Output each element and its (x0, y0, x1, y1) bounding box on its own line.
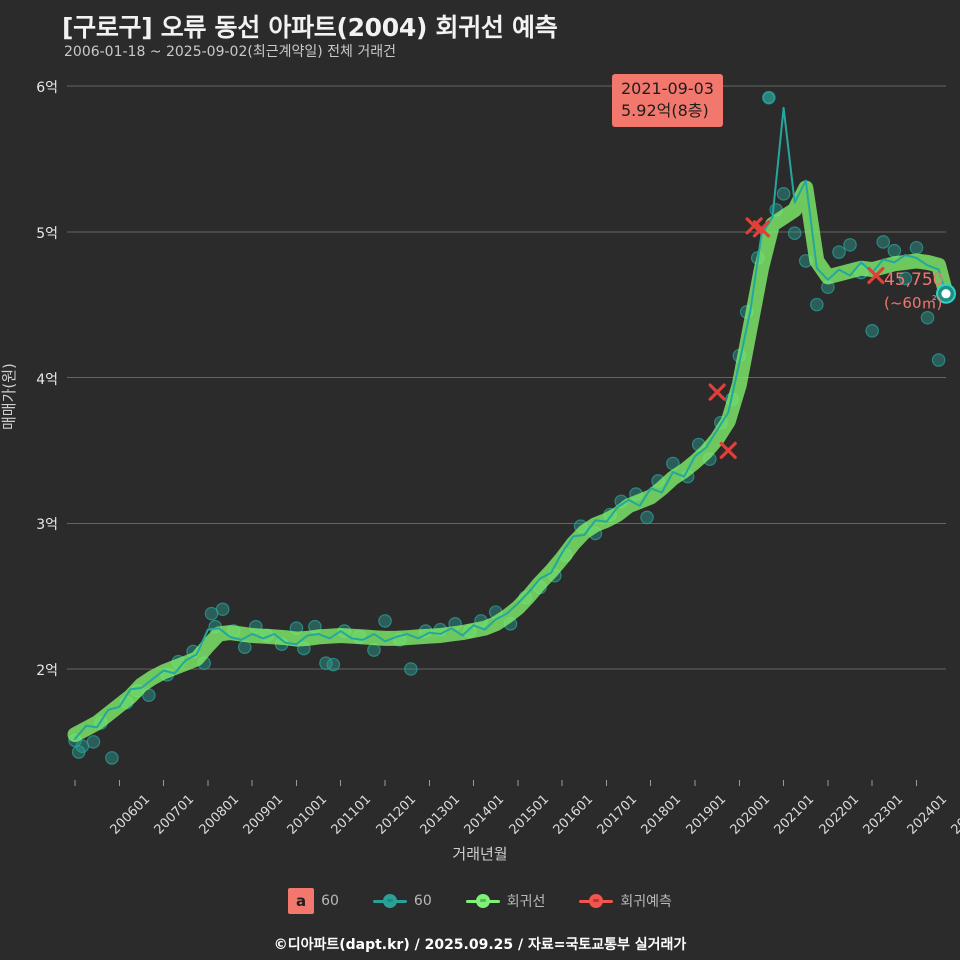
legend-item[interactable]: 회귀선 (465, 891, 546, 911)
x-axis-tick-label: 201801 (638, 792, 685, 838)
x-axis-tick-label: 201301 (417, 792, 464, 838)
footer-credit: ©디아파트(dapt.kr) / 2025.09.25 / 자료=국토교통부 실… (273, 937, 687, 953)
x-axis-tick-label: 200801 (196, 792, 242, 838)
x-axis-label: 거래년월 (452, 845, 508, 863)
legend-marker-icon (579, 894, 614, 908)
y-axis-label: 매매가(원) (0, 363, 18, 430)
x-axis-tick-label: 200601 (107, 792, 154, 838)
end-point-area: (~60㎡) (884, 293, 943, 312)
page-subtitle: 2006-01-18 ~ 2025-09-02(최근계약일) 전체 거래건 (64, 44, 396, 60)
tooltip-date: 2021-09-03 (621, 79, 714, 98)
x-axis-tick-label: 201601 (550, 792, 597, 838)
x-axis-tick-label: 202501 (949, 792, 960, 838)
y-axis-tick-label: 4억 (36, 371, 58, 388)
x-axis-tick-label: 201401 (461, 792, 508, 838)
x-axis-tick-label: 201701 (594, 792, 641, 838)
legend-item-label: 회귀예측 (620, 894, 672, 910)
page-title: [구로구] 오류 동선 아파트(2004) 회귀선 예측 (62, 13, 558, 42)
legend-item[interactable]: 60 (372, 893, 432, 909)
peak-tooltip: 2021-09-03 5.92억(8층) (612, 74, 723, 128)
x-axis-tick-label: 201101 (328, 792, 375, 838)
x-axis-tick-label: 202401 (904, 792, 951, 838)
legend-item-label: 회귀선 (506, 894, 546, 910)
legend-item-label: 60 (413, 893, 432, 909)
y-axis-tick-label: 5억 (36, 225, 58, 242)
end-point-label: 45,750 (~60㎡) (884, 268, 943, 314)
tooltip-value: 5.92억(8층) (621, 101, 709, 121)
x-axis-tick-label: 201901 (683, 792, 729, 838)
x-axis-tick-label: 201001 (284, 792, 331, 838)
legend-item-label: 60 (321, 893, 339, 909)
legend-marker-icon (465, 894, 500, 908)
x-axis-tick-label: 202101 (771, 792, 818, 838)
legend-badge-a[interactable]: a (288, 888, 315, 914)
x-axis-tick-label: 202301 (860, 792, 907, 838)
x-axis-tick-label: 202001 (727, 792, 774, 838)
x-axis-tick-label: 202201 (816, 792, 862, 838)
legend-marker-icon (372, 894, 407, 908)
legend-item[interactable]: 회귀예측 (579, 891, 672, 911)
y-axis-tick-label: 3억 (36, 517, 58, 534)
x-axis-tick-label: 200701 (151, 792, 198, 838)
y-axis-tick-label: 6억 (36, 80, 58, 96)
x-axis-tick-label: 200901 (240, 792, 287, 838)
x-axis-tick-label: 201501 (506, 792, 552, 838)
legend-item[interactable]: a 60 (288, 888, 339, 914)
chart-legend: a 60 60 회귀선 회귀예측 (0, 888, 960, 914)
y-axis-tick-label: 2억 (36, 663, 58, 679)
x-axis-tick-label: 201201 (373, 792, 419, 838)
end-point-value: 45,750 (884, 270, 944, 290)
